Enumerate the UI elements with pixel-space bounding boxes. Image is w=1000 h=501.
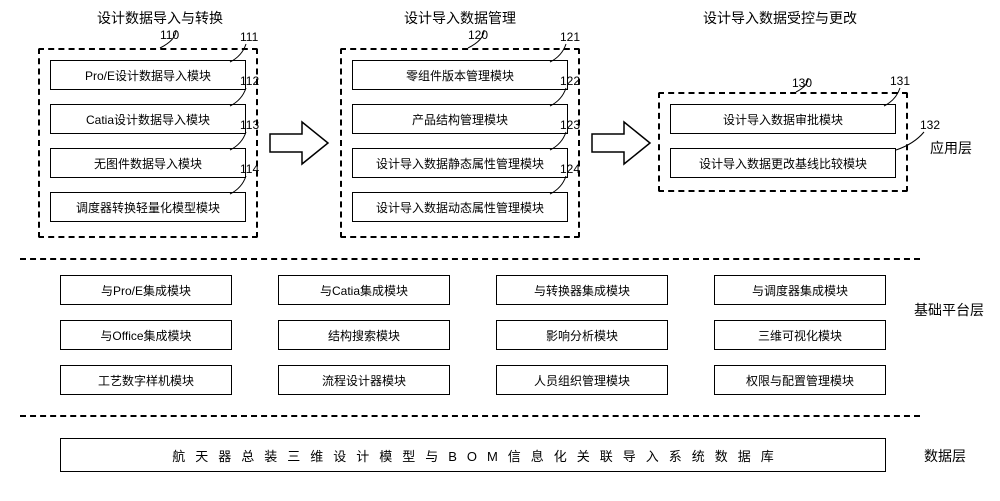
data-layer-bar: 航天器总装三维设计模型与BOM信息化关联导入系统数据库 <box>60 438 886 472</box>
plat-r2c2: 结构搜索模块 <box>278 320 450 350</box>
plat-r3c1: 工艺数字样机模块 <box>60 365 232 395</box>
col2-m4: 设计导入数据动态属性管理模块 <box>352 192 568 222</box>
ref-122: 122 <box>560 74 580 88</box>
ref-113: 113 <box>240 118 259 132</box>
col1-m4: 调度器转换轻量化模型模块 <box>50 192 246 222</box>
ref-130: 130 <box>792 76 812 90</box>
col3-m1: 设计导入数据审批模块 <box>670 104 896 134</box>
plat-r1c2: 与Catia集成模块 <box>278 275 450 305</box>
ref-114: 114 <box>240 162 259 176</box>
divider-2 <box>20 415 920 417</box>
ref-121: 121 <box>560 30 580 44</box>
plat-r1c4: 与调度器集成模块 <box>714 275 886 305</box>
ref-131: 131 <box>890 74 910 88</box>
arrow-2 <box>590 120 652 166</box>
plat-r2c3: 影响分析模块 <box>496 320 668 350</box>
col2-m3: 设计导入数据静态属性管理模块 <box>352 148 568 178</box>
section2-title: 设计导入数据管理 <box>380 8 540 28</box>
col2-m2: 产品结构管理模块 <box>352 104 568 134</box>
ref-111: 111 <box>240 30 258 44</box>
col1-m3: 无图件数据导入模块 <box>50 148 246 178</box>
plat-r3c4: 权限与配置管理模块 <box>714 365 886 395</box>
ref-132: 132 <box>920 118 940 132</box>
plat-r3c2: 流程设计器模块 <box>278 365 450 395</box>
plat-r2c1: 与Office集成模块 <box>60 320 232 350</box>
layer-app-label: 应用层 <box>930 138 972 158</box>
ref-110: 110 <box>160 28 179 42</box>
plat-r3c3: 人员组织管理模块 <box>496 365 668 395</box>
ref-124: 124 <box>560 162 580 176</box>
col1-m2: Catia设计数据导入模块 <box>50 104 246 134</box>
plat-r2c4: 三维可视化模块 <box>714 320 886 350</box>
divider-1 <box>20 258 920 260</box>
section3-title: 设计导入数据受控与更改 <box>680 8 880 28</box>
col1-m1: Pro/E设计数据导入模块 <box>50 60 246 90</box>
section1-title: 设计数据导入与转换 <box>70 8 250 28</box>
plat-r1c3: 与转换器集成模块 <box>496 275 668 305</box>
ref-112: 112 <box>240 74 259 88</box>
col2-m1: 零组件版本管理模块 <box>352 60 568 90</box>
plat-r1c1: 与Pro/E集成模块 <box>60 275 232 305</box>
ref-120: 120 <box>468 28 488 42</box>
arrow-1 <box>268 120 330 166</box>
layer-data-label: 数据层 <box>924 446 966 466</box>
ref-123: 123 <box>560 118 580 132</box>
layer-base-label: 基础平台层 <box>914 300 984 320</box>
col3-m2: 设计导入数据更改基线比较模块 <box>670 148 896 178</box>
